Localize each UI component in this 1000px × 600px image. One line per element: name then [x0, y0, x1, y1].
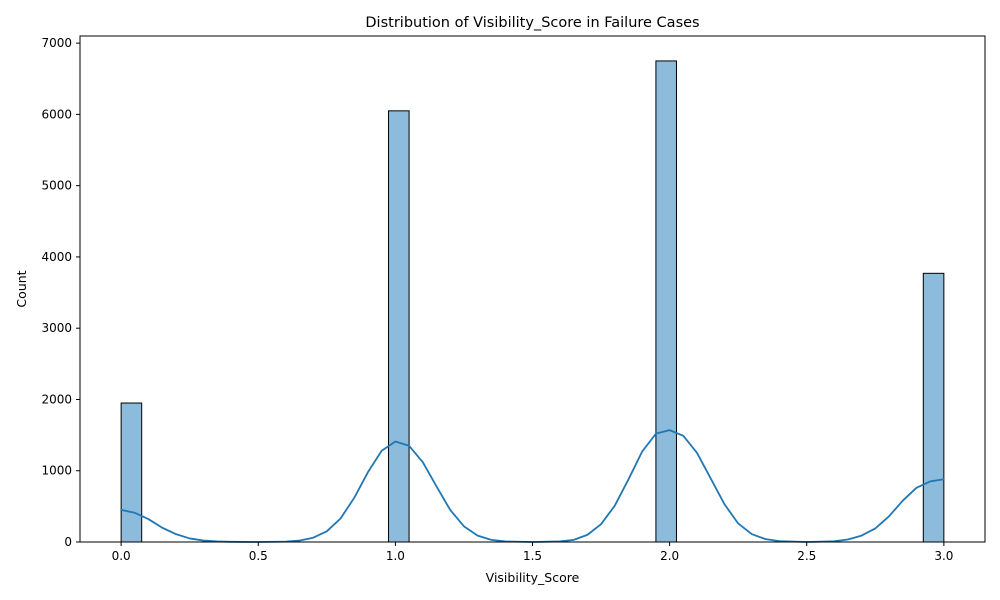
x-tick-label: 2.5 — [797, 549, 816, 563]
y-tick-label: 6000 — [41, 107, 72, 121]
y-axis-label: Count — [14, 270, 29, 307]
y-tick-label: 4000 — [41, 250, 72, 264]
y-tick-label: 3000 — [41, 321, 72, 335]
y-tick-label: 1000 — [41, 464, 72, 478]
chart-title: Distribution of Visibility_Score in Fail… — [365, 15, 699, 31]
histogram-bar-3 — [922, 272, 945, 543]
y-tick-label: 7000 — [41, 36, 72, 50]
histogram-bar-0 — [120, 402, 143, 543]
axes-group: 0.0 0.5 1.0 1.5 2.0 2.5 3.0 0 1000 2000 3000 4000 50… — [41, 35, 986, 563]
y-tick-label: 0 — [64, 535, 72, 549]
y-tick-label: 5000 — [41, 179, 72, 193]
kde-group — [120, 429, 945, 543]
x-tick-label: 1.0 — [386, 549, 405, 563]
y-tick-label: 2000 — [41, 392, 72, 406]
histogram-bar-2 — [655, 60, 677, 543]
x-tick-label: 1.5 — [523, 549, 542, 563]
x-axis-label: Visibility_Score — [486, 570, 580, 585]
bars-group — [120, 60, 945, 543]
histogram-bar-1 — [388, 110, 410, 543]
plot-frame — [79, 35, 986, 543]
x-tick-label: 0.5 — [249, 549, 268, 563]
x-tick-label: 3.0 — [934, 549, 953, 563]
x-tick-label: 2.0 — [660, 549, 679, 563]
x-tick-label: 0.0 — [112, 549, 131, 563]
kde-line — [120, 429, 945, 543]
